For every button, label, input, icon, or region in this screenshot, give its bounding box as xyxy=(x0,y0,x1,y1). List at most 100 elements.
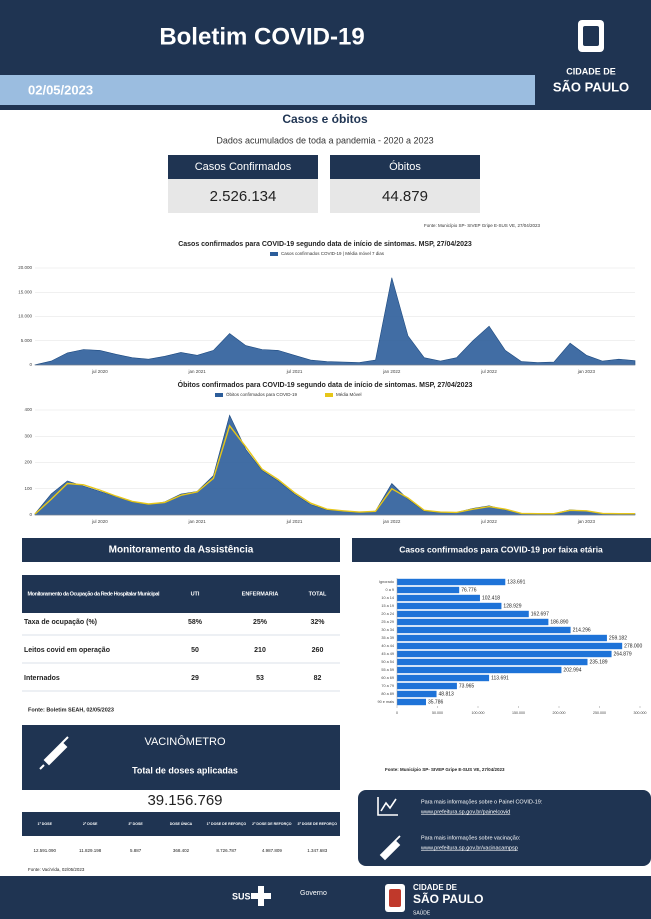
footer-city2: SÃO PAULO xyxy=(413,891,483,906)
vaccine-source: Fonte: VaciVida, 02/05/2023 xyxy=(28,867,85,872)
value-label: 133.691 xyxy=(507,579,525,585)
legend-label: Média Móvel xyxy=(336,392,362,397)
vaccine-cell: 5.887 xyxy=(130,848,142,853)
x-tick-label: 0 xyxy=(396,711,398,715)
card-label: Casos Confirmados xyxy=(195,161,292,173)
chart-title: Óbitos confirmados para COVID-19 segundo… xyxy=(178,380,473,389)
table-header-cell: ENFERMARIA xyxy=(242,591,279,597)
bar xyxy=(397,650,612,658)
area xyxy=(34,414,636,516)
chart-icon xyxy=(377,797,398,816)
x-tick-label: 300.000 xyxy=(634,711,647,715)
category-label: 15 a 19 xyxy=(381,604,394,608)
value-label: 73.965 xyxy=(459,683,475,689)
date-band xyxy=(0,75,535,105)
sus-cross-h xyxy=(251,893,271,899)
table-cell: 29 xyxy=(191,675,199,682)
value-label: 202.994 xyxy=(563,667,581,673)
value-label: 76.776 xyxy=(461,587,477,593)
x-tick-label: jul 2022 xyxy=(480,369,497,374)
category-label: 70 a 79 xyxy=(381,684,394,688)
bar xyxy=(397,594,480,602)
y-tick-label: 15.000 xyxy=(18,289,32,294)
table-cell: 58% xyxy=(188,619,203,626)
bar xyxy=(397,658,588,666)
link-url[interactable]: www.prefeitura.sp.gov.br/vacinacampsp xyxy=(420,845,518,851)
syringe-icon xyxy=(39,736,69,770)
x-tick-label: jul 2020 xyxy=(91,519,108,524)
value-label: 48.813 xyxy=(439,691,455,697)
category-label: 40 a 44 xyxy=(381,644,394,648)
bar xyxy=(397,674,490,682)
x-tick-label: jul 2022 xyxy=(480,519,497,524)
y-tick-label: 0 xyxy=(29,512,32,517)
age-source: Fonte: Município SP- SIVEP Gripe E-SUS V… xyxy=(385,767,505,772)
table-cell: 210 xyxy=(254,647,266,654)
sus-logo: SUS xyxy=(232,891,251,901)
x-tick-label: jan 2021 xyxy=(188,519,207,524)
x-tick-label: 150.000 xyxy=(512,711,525,715)
vaccine-header-cell: 3ª DOSE DE REFORÇO xyxy=(298,822,338,826)
x-tick-label: jul 2021 xyxy=(286,369,303,374)
date: 02/05/2023 xyxy=(28,82,93,97)
value-label: 235.189 xyxy=(590,659,608,665)
bar xyxy=(397,666,562,674)
table-cell: 25% xyxy=(253,619,268,626)
syringe-icon xyxy=(379,835,401,861)
vaccine-box xyxy=(22,725,340,790)
table-cell: Taxa de ocupação (%) xyxy=(24,619,97,626)
vaccine-cell: 12.591.090 xyxy=(33,848,56,853)
logo-line2: SÃO PAULO xyxy=(553,79,629,94)
bar xyxy=(397,610,529,618)
chart-title: Casos confirmados para COVID-19 segundo … xyxy=(178,241,472,248)
value-label: 278.000 xyxy=(624,643,642,649)
vaccine-title: VACINÔMETRO xyxy=(144,735,226,748)
y-tick-label: 20.000 xyxy=(18,265,32,270)
assist-table-header xyxy=(22,575,340,613)
line xyxy=(34,424,635,515)
section-subtitle: Dados acumulados de toda a pandemia - 20… xyxy=(216,135,433,145)
value-label: 102.418 xyxy=(482,595,500,601)
summary-source: Fonte: Município SP- SIVEP Gripe E-SUS V… xyxy=(424,223,540,228)
category-label: 25 a 29 xyxy=(381,620,394,624)
vaccine-subtitle: Total de doses aplicadas xyxy=(132,765,238,775)
category-label: 60 a 69 xyxy=(381,676,394,680)
vaccine-header-cell: 1ª DOSE xyxy=(37,822,52,826)
vaccine-cell: 1.347.683 xyxy=(307,848,328,853)
bar xyxy=(397,618,549,626)
x-tick-label: jan 2022 xyxy=(382,369,401,374)
x-tick-label: jan 2023 xyxy=(577,369,596,374)
card-label: Óbitos xyxy=(389,160,421,173)
category-label: Ignorado xyxy=(379,580,394,584)
category-label: 45 a 49 xyxy=(381,652,394,656)
category-label: 30 a 34 xyxy=(381,628,394,632)
table-cell: Leitos covid em operação xyxy=(24,647,110,654)
vaccine-header-cell: 1ª DOSE DE REFORÇO xyxy=(207,822,247,826)
value-label: 264.879 xyxy=(614,651,632,657)
value-label: 214.296 xyxy=(573,627,591,633)
assist-source: Fonte: Boletim SEAH, 02/05/2023 xyxy=(28,707,114,713)
category-label: 35 a 39 xyxy=(381,636,394,640)
value-label: 162.697 xyxy=(531,611,549,617)
x-tick-label: 250.000 xyxy=(593,711,606,715)
footer-band xyxy=(0,876,651,919)
vaccine-cell: 8.726.787 xyxy=(216,848,237,853)
x-tick-label: jul 2020 xyxy=(91,369,108,374)
logo-line1: CIDADE DE xyxy=(566,66,616,76)
footer-shield-inner xyxy=(389,889,401,907)
age-title: Casos confirmados para COVID-19 por faix… xyxy=(399,544,603,554)
link-url[interactable]: www.prefeitura.sp.gov.br/painelcovid xyxy=(420,809,510,815)
x-tick-label: jan 2022 xyxy=(382,519,401,524)
table-cell: 53 xyxy=(256,675,264,682)
vaccine-total: 39.156.769 xyxy=(147,792,222,809)
x-tick-label: jan 2023 xyxy=(577,519,596,524)
vaccine-header-cell: 2ª DOSE xyxy=(83,822,98,826)
x-tick-label: 200.000 xyxy=(553,711,566,715)
table-header-cell: Monitoramento da Ocupação da Rede Hospit… xyxy=(28,591,160,597)
y-tick-label: 100 xyxy=(24,486,32,491)
bar xyxy=(397,634,607,642)
bar xyxy=(397,578,506,586)
logo-shield-inner xyxy=(583,26,599,46)
category-label: 10 a 14 xyxy=(381,596,394,600)
y-tick-label: 400 xyxy=(24,407,32,412)
